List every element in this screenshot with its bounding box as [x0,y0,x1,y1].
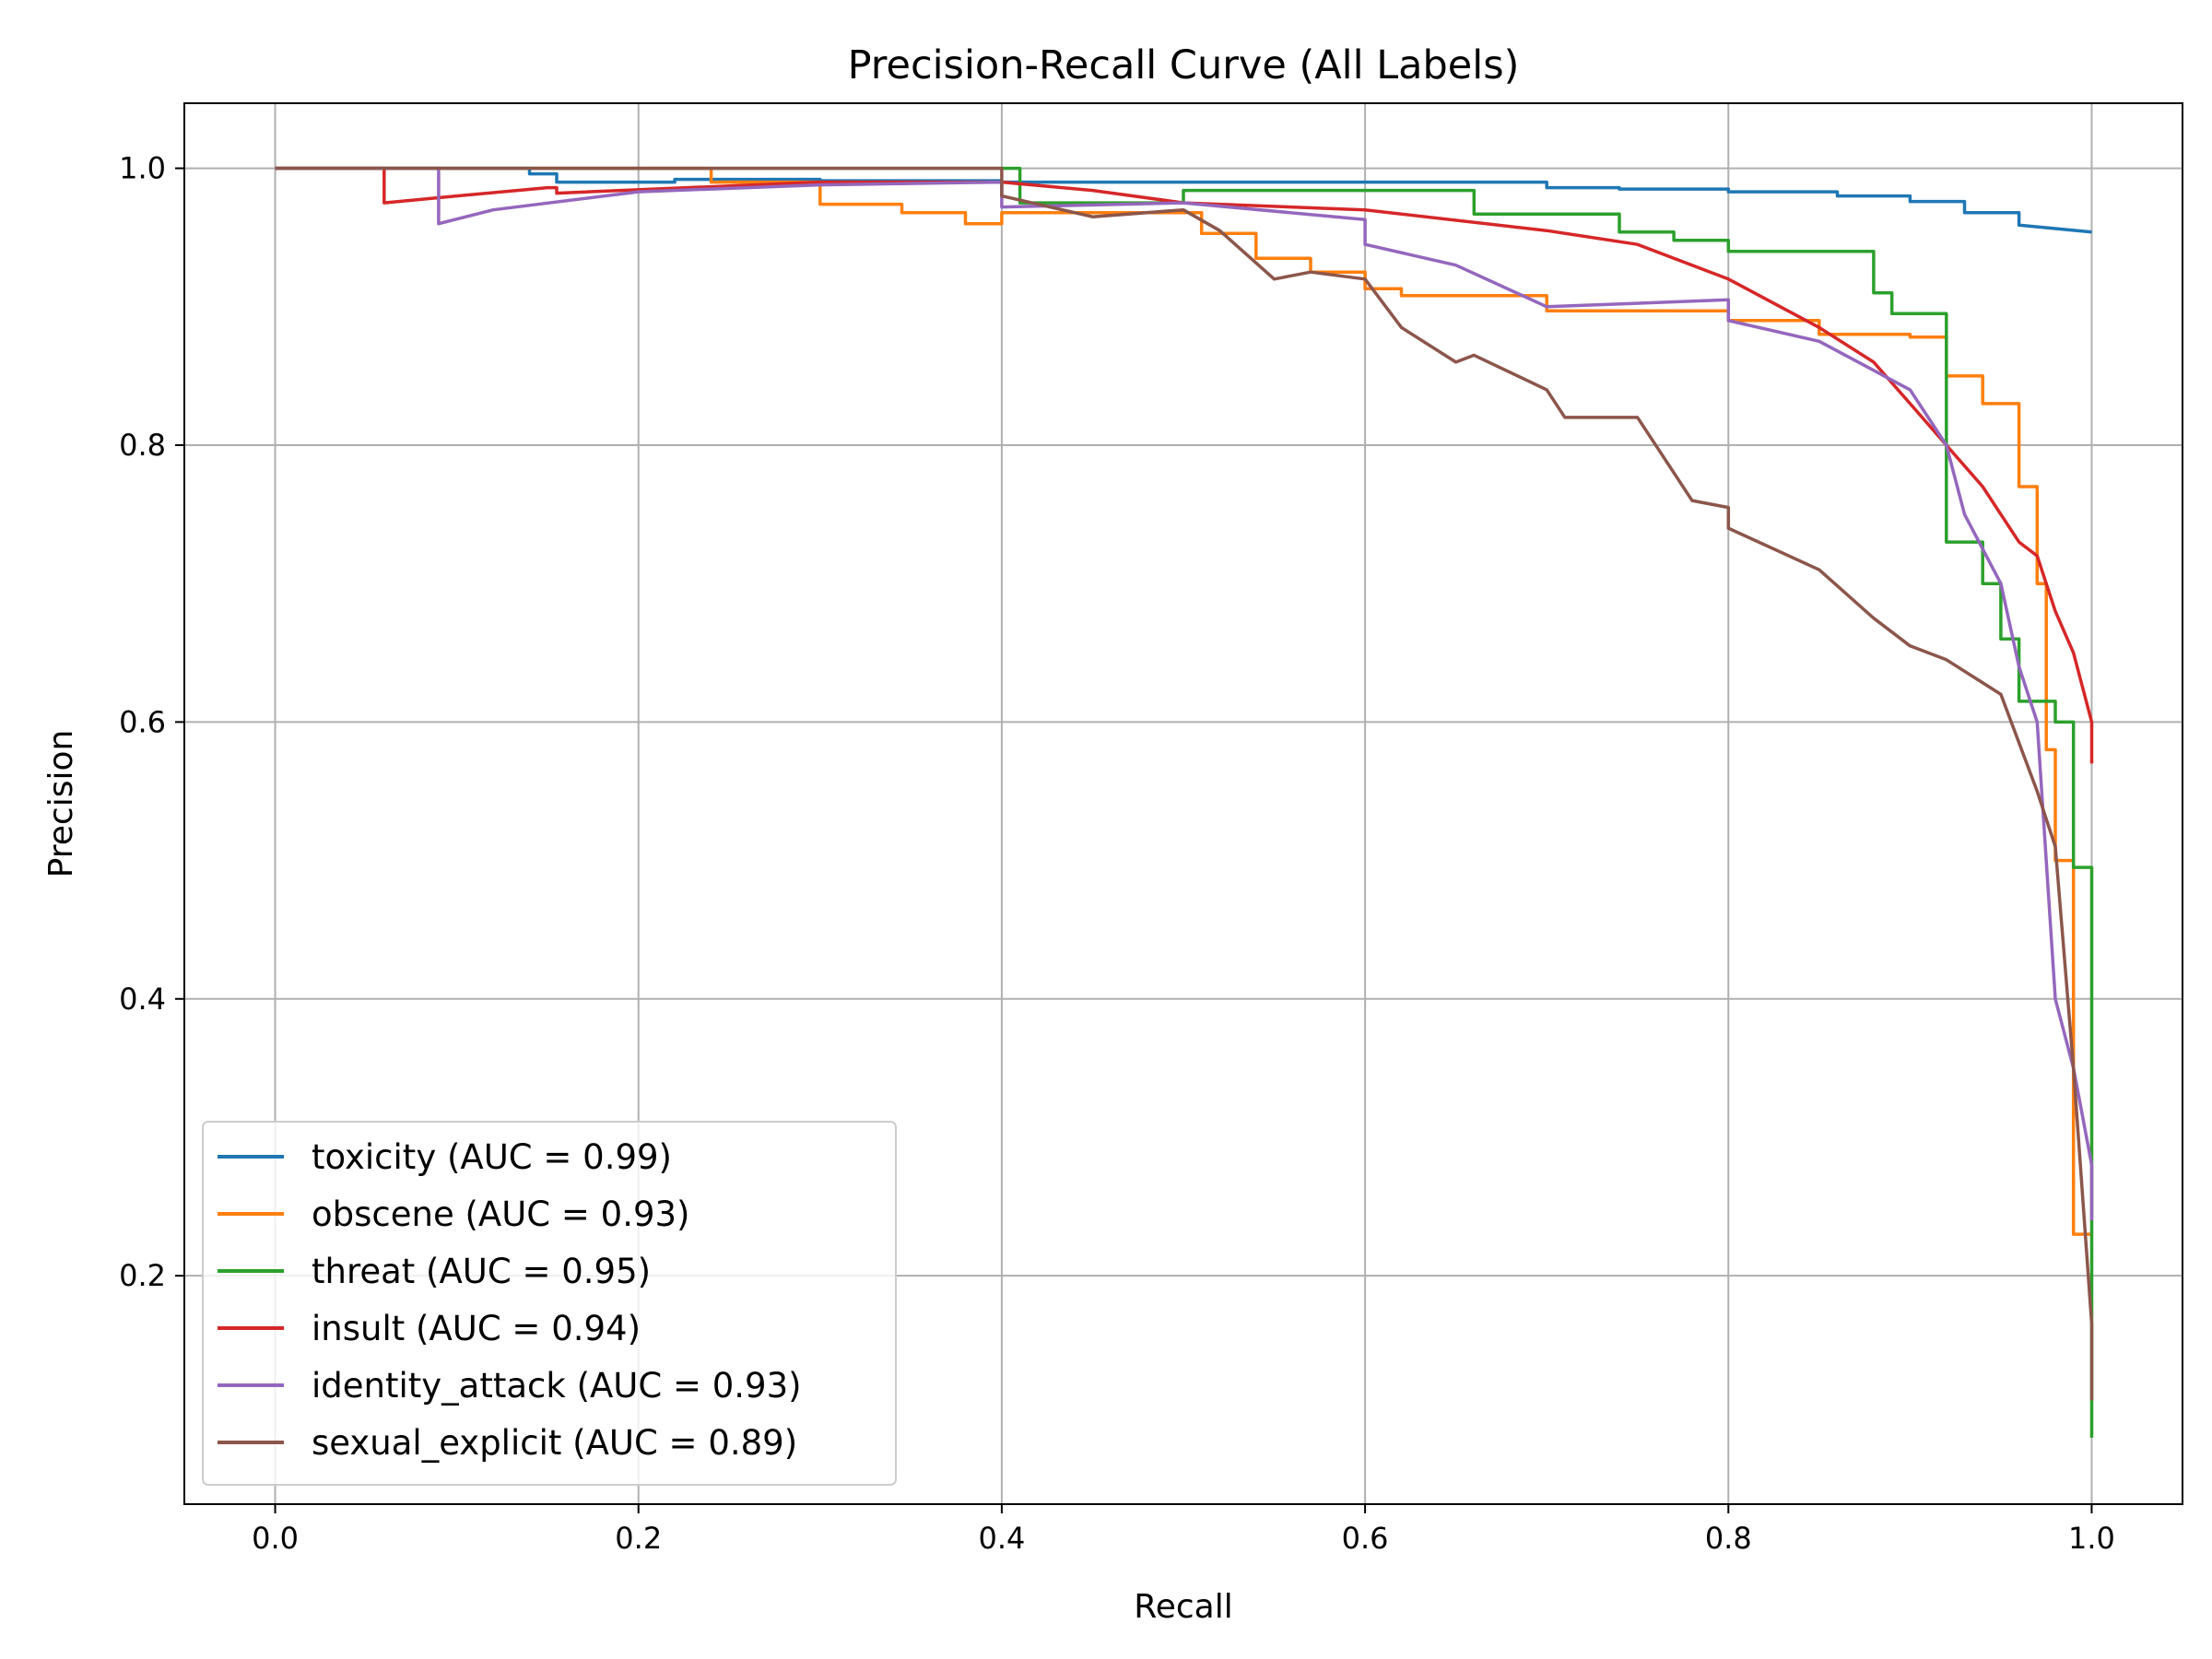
legend-entry: insult (AUC = 0.94) [312,1309,641,1348]
y-tick-label: 1.0 [119,151,166,186]
x-tick-label: 0.4 [978,1521,1025,1556]
series-line-0 [275,166,2092,234]
y-axis-label: Precision [42,730,80,878]
x-tick-label: 0.2 [615,1521,662,1556]
y-tick-label: 0.4 [119,982,166,1017]
series-lines [275,166,2094,1438]
x-tick-label: 0.0 [252,1521,299,1556]
series-line-4 [275,166,2094,1221]
series-line-2 [275,166,2094,1438]
legend-entry: toxicity (AUC = 0.99) [312,1137,672,1177]
chart-title: Precision-Recall Curve (All Labels) [848,42,1520,88]
x-tick-label: 1.0 [2068,1521,2115,1556]
series-line-3 [275,166,2094,764]
legend-entry: sexual_explicit (AUC = 0.89) [312,1423,797,1463]
x-tick-label: 0.6 [1342,1521,1389,1556]
legend-box [202,1121,897,1486]
plot-frame [183,102,2183,1505]
series-line-5 [275,166,2094,1401]
legend-entry: identity_attack (AUC = 0.93) [312,1366,802,1406]
y-tick-label: 0.8 [119,428,166,463]
y-tick-label: 0.2 [119,1258,166,1293]
legend: toxicity (AUC = 0.99) obscene (AUC = 0.93… [202,1121,897,1486]
legend-entry: threat (AUC = 0.95) [312,1252,651,1291]
x-axis-label: Recall [1134,1588,1232,1626]
y-tick-label: 0.6 [119,704,166,739]
legend-entry: obscene (AUC = 0.93) [312,1194,690,1234]
axis-ticks: 0.0 0.2 0.4 0.6 0.8 1.0 0.2 0.4 0.6 0.8 1.0 [119,151,2115,1556]
series-line-1 [275,166,2092,1236]
x-tick-label: 0.8 [1705,1521,1752,1556]
